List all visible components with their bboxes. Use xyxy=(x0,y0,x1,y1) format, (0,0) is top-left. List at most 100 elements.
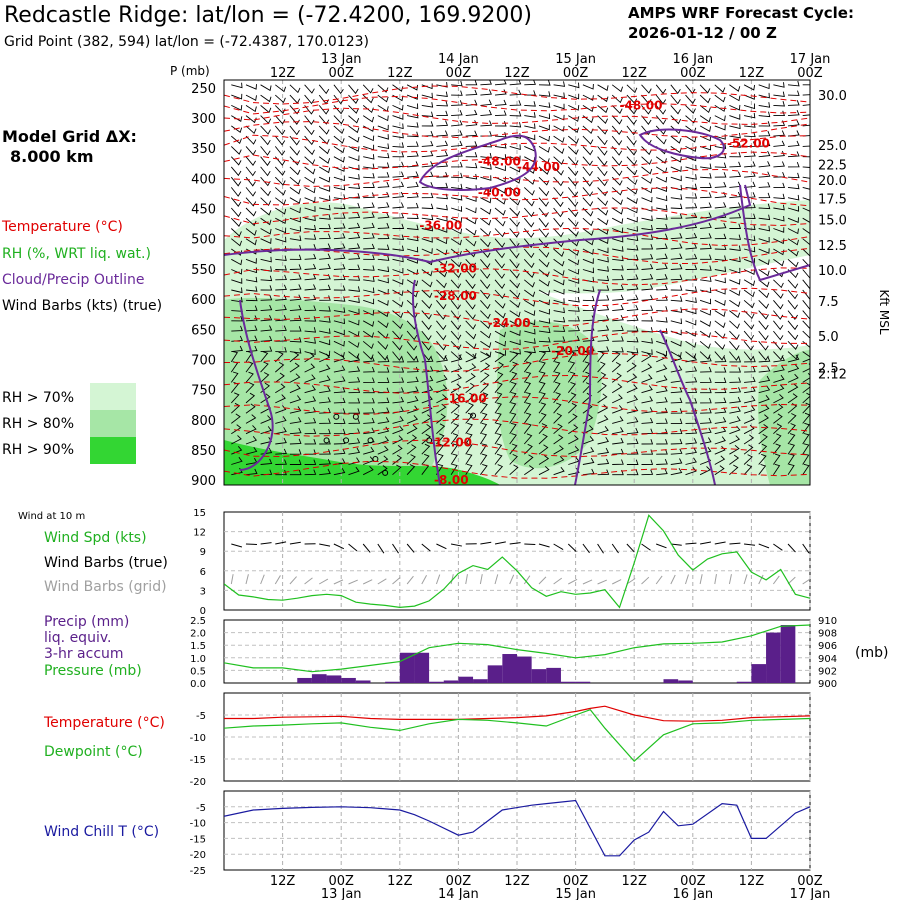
wind-barb xyxy=(231,287,243,294)
wind-barb xyxy=(392,289,404,297)
wind-barb-grid xyxy=(714,574,717,585)
wind-barb xyxy=(685,253,698,260)
wind-barb xyxy=(641,396,654,404)
wind-barb xyxy=(787,183,800,190)
wind-barb xyxy=(480,372,490,383)
wind-barb xyxy=(348,94,359,104)
wind-barb xyxy=(670,166,682,172)
wind-barb xyxy=(362,320,375,327)
wind-barb xyxy=(348,466,360,476)
wind-barb xyxy=(480,228,491,237)
wind-barb xyxy=(436,171,449,178)
wind-barb xyxy=(714,124,726,131)
wind-barb xyxy=(553,207,564,218)
wind-barb xyxy=(289,304,302,312)
wind-barb-grid xyxy=(728,574,732,585)
dewpoint-line xyxy=(223,708,811,763)
wind-barb-true xyxy=(611,543,619,554)
wind-barb xyxy=(363,298,375,305)
wind-barb xyxy=(743,279,756,287)
wind-barb xyxy=(392,268,404,274)
wind-barb xyxy=(245,276,258,283)
wind-barb xyxy=(729,387,742,394)
wind-barb xyxy=(699,320,712,327)
top-date-label: 17 Jan xyxy=(790,52,831,67)
wind-barb xyxy=(494,402,502,414)
wind-barb xyxy=(729,104,741,111)
pressure-tick-label: 800 xyxy=(191,414,216,429)
wind-barb xyxy=(714,445,726,455)
wind-barb xyxy=(245,371,254,383)
wind-barb xyxy=(611,217,624,224)
wind-barb xyxy=(582,295,595,302)
wind-barb xyxy=(318,166,331,174)
wind-barb xyxy=(743,454,753,465)
wind-barb xyxy=(421,102,434,108)
wind-barb xyxy=(319,350,331,357)
precip-bar xyxy=(517,656,532,683)
temperature-contour-line xyxy=(224,187,810,207)
wind-barb xyxy=(480,80,492,86)
wind-barb xyxy=(421,214,434,221)
wind-barb xyxy=(802,443,810,455)
wind-barb xyxy=(699,340,711,350)
wind-barb xyxy=(494,371,504,383)
wind-barb xyxy=(729,245,741,252)
wind-barb xyxy=(758,111,771,118)
wind-barb xyxy=(553,125,565,132)
wind-barb xyxy=(626,348,639,354)
wind-barb xyxy=(392,341,403,351)
wind-barb xyxy=(670,428,683,435)
wind-barb xyxy=(553,346,566,353)
wind-barb xyxy=(553,434,564,445)
wind-barb xyxy=(700,265,712,271)
wind-barb xyxy=(714,351,725,361)
wind-barb xyxy=(787,433,796,445)
wind-barb xyxy=(509,187,521,195)
wind-barb xyxy=(611,383,623,394)
wind-barb xyxy=(655,115,667,125)
wind-barb xyxy=(509,279,521,289)
wind-barb xyxy=(685,340,697,348)
wind-barb xyxy=(289,235,302,242)
wind-barb xyxy=(773,341,784,351)
wind-barb xyxy=(656,375,668,383)
wind-barb xyxy=(348,387,361,394)
wind-barb xyxy=(480,422,488,434)
wind-barb xyxy=(538,392,546,404)
wind-barb xyxy=(494,238,506,248)
wind-barb xyxy=(480,175,492,181)
wind-barb xyxy=(567,207,579,218)
cross-section-wind-barbs xyxy=(230,80,810,476)
wind-barb xyxy=(714,233,727,240)
wind-barb xyxy=(582,207,594,217)
wind-barb xyxy=(758,385,771,394)
wind-barb xyxy=(582,228,594,236)
wind-barb xyxy=(523,433,533,445)
wind-barb xyxy=(700,397,712,404)
wind-barb xyxy=(626,235,639,242)
wind-barb xyxy=(231,456,243,465)
wind-barb xyxy=(450,354,463,363)
wind-barb xyxy=(611,156,623,166)
wind-barb xyxy=(670,156,682,163)
legend-rh80-swatch xyxy=(90,410,136,437)
wind-barb xyxy=(626,125,637,136)
wind-barb xyxy=(304,305,317,312)
wind-barb xyxy=(333,365,346,373)
wind-barb xyxy=(685,115,697,124)
wind-barb xyxy=(289,197,301,204)
wind-barb xyxy=(333,428,346,435)
wind-barb xyxy=(260,315,273,322)
wind-barb xyxy=(802,402,810,414)
wind-barb xyxy=(758,121,771,127)
wind-barb-grid xyxy=(553,577,563,585)
precip-bar xyxy=(546,667,561,683)
wind-barb xyxy=(363,310,375,316)
wind-barb xyxy=(480,89,492,96)
wind-barb xyxy=(802,433,810,445)
precip-label: Precip (mm) xyxy=(44,614,129,630)
wind-barb xyxy=(729,406,741,414)
wind-barb xyxy=(729,191,742,199)
